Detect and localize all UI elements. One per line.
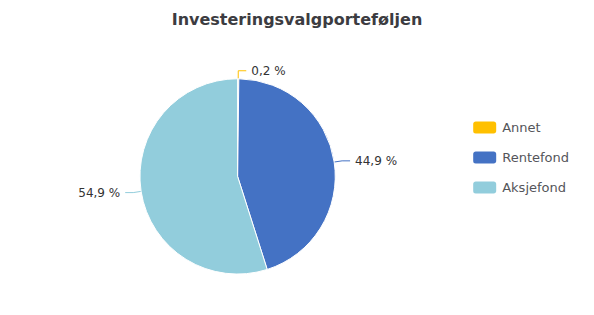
svg-text:Annet: Annet [502,120,540,135]
svg-text:Investeringsvalgporteføljen: Investeringsvalgporteføljen [172,10,423,29]
svg-text:54,9 %: 54,9 % [78,186,120,200]
svg-text:0,2 %: 0,2 % [251,64,285,78]
svg-text:Aksjefond: Aksjefond [502,180,566,195]
svg-text:Rentefond: Rentefond [502,150,569,165]
svg-text:44,9 %: 44,9 % [355,154,397,168]
